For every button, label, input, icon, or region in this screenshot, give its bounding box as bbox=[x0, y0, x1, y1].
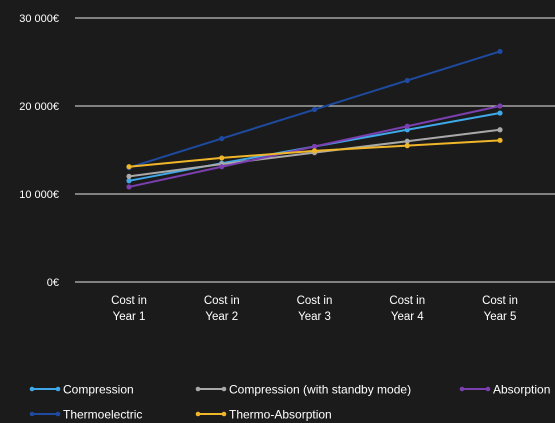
data-point bbox=[311, 148, 318, 154]
legend-marker bbox=[221, 386, 227, 392]
y-tick-label: 10 000€ bbox=[19, 189, 59, 201]
legend-marker bbox=[55, 386, 61, 392]
data-point bbox=[219, 164, 225, 170]
legend-marker bbox=[29, 411, 35, 417]
data-point bbox=[497, 127, 503, 133]
y-tick-label: 30 000€ bbox=[19, 13, 59, 25]
legend-label: Thermoelectric bbox=[63, 408, 142, 422]
legend-marker bbox=[55, 411, 61, 417]
x-tick-label: Cost in Year 2 bbox=[204, 295, 240, 323]
data-point bbox=[311, 106, 318, 113]
data-point bbox=[404, 123, 410, 129]
legend-label: Absorption bbox=[493, 383, 550, 397]
data-point bbox=[126, 173, 132, 179]
legend-label: Compression bbox=[63, 383, 134, 397]
data-point bbox=[497, 137, 503, 143]
x-tick-label: Cost in Year 1 bbox=[111, 295, 147, 323]
data-point bbox=[311, 143, 318, 150]
data-point bbox=[126, 178, 132, 184]
x-tick-label: Cost in Year 5 bbox=[482, 295, 518, 323]
legend-label: Thermo-Absorption bbox=[229, 408, 332, 422]
data-point bbox=[497, 110, 503, 116]
y-tick-label: 0€ bbox=[47, 277, 59, 289]
legend-marker bbox=[221, 411, 227, 417]
data-point bbox=[497, 103, 503, 109]
legend-marker bbox=[29, 386, 35, 392]
legend-marker bbox=[195, 411, 201, 417]
data-point bbox=[404, 138, 410, 144]
legend-marker bbox=[195, 386, 201, 392]
data-point bbox=[219, 135, 225, 142]
legend-label: Compression (with standby mode) bbox=[229, 383, 411, 397]
x-tick-label: Cost in Year 4 bbox=[389, 295, 425, 323]
x-tick-label: Cost in Year 3 bbox=[297, 295, 333, 323]
data-point bbox=[126, 184, 132, 190]
legend-marker bbox=[459, 386, 465, 392]
legend-marker bbox=[485, 386, 491, 392]
data-point bbox=[219, 155, 225, 161]
y-tick-label: 20 000€ bbox=[19, 101, 59, 113]
data-point bbox=[497, 48, 503, 55]
data-point bbox=[404, 143, 410, 149]
data-point bbox=[126, 164, 132, 170]
data-point bbox=[404, 77, 410, 84]
